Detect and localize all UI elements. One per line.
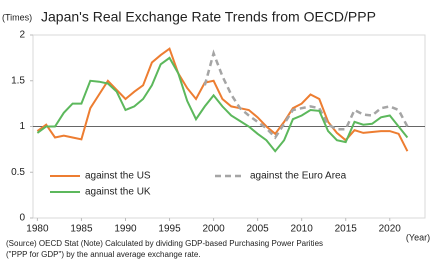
- x-tick-label: 2010: [291, 224, 314, 235]
- y-tick-label: 0: [19, 213, 25, 224]
- footnote: (Source) OECD Stat (Note) Calculated by …: [6, 239, 323, 248]
- chart-title: Japan's Real Exchange Rate Trends from O…: [41, 9, 376, 25]
- y-tick-label: 1.5: [11, 75, 25, 86]
- footnote: ("PPP for GDP") by the annual average ex…: [6, 250, 201, 259]
- series-line: [36, 56, 409, 153]
- x-tick-label: 2015: [335, 224, 358, 235]
- x-tick-label: 1980: [26, 224, 49, 235]
- x-tick-label: 2000: [202, 224, 225, 235]
- x-tick-label: 1990: [114, 224, 137, 235]
- series-line: [203, 49, 409, 140]
- x-axis-label: (Year): [406, 232, 430, 242]
- y-tick-label: 2: [19, 30, 25, 41]
- x-tick-label: 2020: [379, 224, 402, 235]
- y-tick-label: 0.5: [11, 167, 25, 178]
- y-axis-label: (Times): [2, 12, 32, 22]
- legend-label: against the UK: [85, 187, 151, 198]
- legend-label: against the US: [85, 171, 151, 182]
- x-tick-label: 2005: [247, 224, 270, 235]
- y-tick-label: 1: [19, 121, 25, 132]
- x-tick-label: 1995: [158, 224, 181, 235]
- series-line: [36, 47, 409, 152]
- x-tick-label: 1985: [70, 224, 93, 235]
- legend-label: against the Euro Area: [250, 171, 347, 182]
